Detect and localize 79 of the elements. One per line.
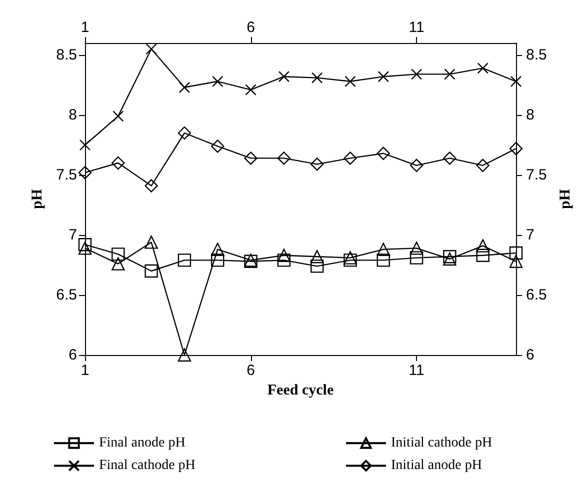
point bbox=[212, 76, 224, 87]
x-tick-label: 11 bbox=[408, 362, 424, 379]
point bbox=[310, 260, 324, 273]
point bbox=[277, 254, 291, 267]
y-tick-label: 6 bbox=[68, 346, 77, 364]
point bbox=[476, 248, 490, 262]
legend-label: Final anode pH bbox=[99, 436, 186, 451]
x2-tick-label: 6 bbox=[246, 19, 255, 36]
point bbox=[378, 71, 389, 82]
y-tick-label: 8 bbox=[68, 106, 77, 124]
point bbox=[277, 248, 291, 262]
x-tick-label: 1 bbox=[80, 362, 90, 379]
point bbox=[344, 251, 357, 264]
point bbox=[112, 257, 125, 270]
point bbox=[146, 43, 157, 55]
point bbox=[344, 76, 356, 87]
point bbox=[78, 166, 92, 180]
point bbox=[376, 242, 390, 256]
y-tick-label: 6.5 bbox=[56, 286, 77, 304]
point bbox=[211, 242, 224, 256]
point bbox=[178, 126, 192, 140]
point bbox=[245, 84, 256, 96]
y-tick-label: 7 bbox=[68, 226, 77, 244]
y-tick-label: 7.5 bbox=[56, 166, 77, 184]
point bbox=[310, 158, 324, 171]
point bbox=[344, 152, 357, 165]
point bbox=[376, 146, 390, 160]
y2-tick-label: 7 bbox=[526, 226, 534, 244]
point bbox=[278, 71, 290, 82]
point bbox=[144, 179, 158, 192]
point bbox=[410, 251, 424, 264]
point bbox=[310, 250, 324, 264]
point bbox=[311, 72, 323, 84]
point bbox=[79, 139, 91, 151]
point bbox=[477, 62, 488, 74]
point bbox=[509, 254, 523, 268]
point bbox=[211, 140, 224, 153]
point bbox=[211, 254, 224, 267]
point bbox=[112, 156, 125, 170]
y2-tick-label: 6 bbox=[526, 346, 534, 364]
point bbox=[144, 236, 158, 249]
y2-tick-label: 6.5 bbox=[526, 286, 547, 304]
point bbox=[476, 239, 490, 252]
x2-tick-label: 1 bbox=[80, 19, 90, 36]
y2-tick-label: 7.5 bbox=[526, 166, 547, 184]
point bbox=[509, 246, 523, 260]
point bbox=[509, 142, 523, 156]
point bbox=[376, 254, 390, 267]
point bbox=[178, 254, 192, 267]
y2-tick-label: 8 bbox=[526, 106, 534, 124]
x-axis-title: Feed cycle bbox=[267, 382, 334, 398]
y2-axis-title: pH bbox=[557, 188, 574, 210]
point bbox=[78, 238, 92, 252]
point bbox=[443, 250, 456, 264]
point bbox=[410, 158, 424, 172]
y-tick-label: 8.5 bbox=[56, 46, 77, 64]
x2-tick-label: 11 bbox=[408, 19, 424, 36]
point bbox=[178, 82, 190, 93]
point bbox=[178, 348, 192, 362]
legend-label: Initial cathode pH bbox=[391, 436, 492, 451]
x-tick-label: 6 bbox=[246, 362, 255, 379]
y-axis-title: pH bbox=[30, 188, 46, 210]
point bbox=[443, 252, 456, 266]
point bbox=[344, 254, 357, 267]
point bbox=[112, 110, 124, 122]
y2-tick-label: 8.5 bbox=[526, 46, 547, 64]
point bbox=[410, 242, 424, 255]
point bbox=[476, 158, 490, 172]
point bbox=[78, 242, 92, 255]
point bbox=[444, 68, 456, 80]
point bbox=[244, 152, 258, 165]
point bbox=[510, 76, 522, 87]
legend-label: Initial anode pH bbox=[391, 458, 482, 474]
point bbox=[410, 68, 422, 80]
point bbox=[443, 152, 456, 165]
legend-label: Final cathode pH bbox=[99, 458, 196, 474]
point bbox=[277, 152, 291, 165]
point bbox=[112, 248, 125, 261]
point bbox=[144, 264, 158, 278]
